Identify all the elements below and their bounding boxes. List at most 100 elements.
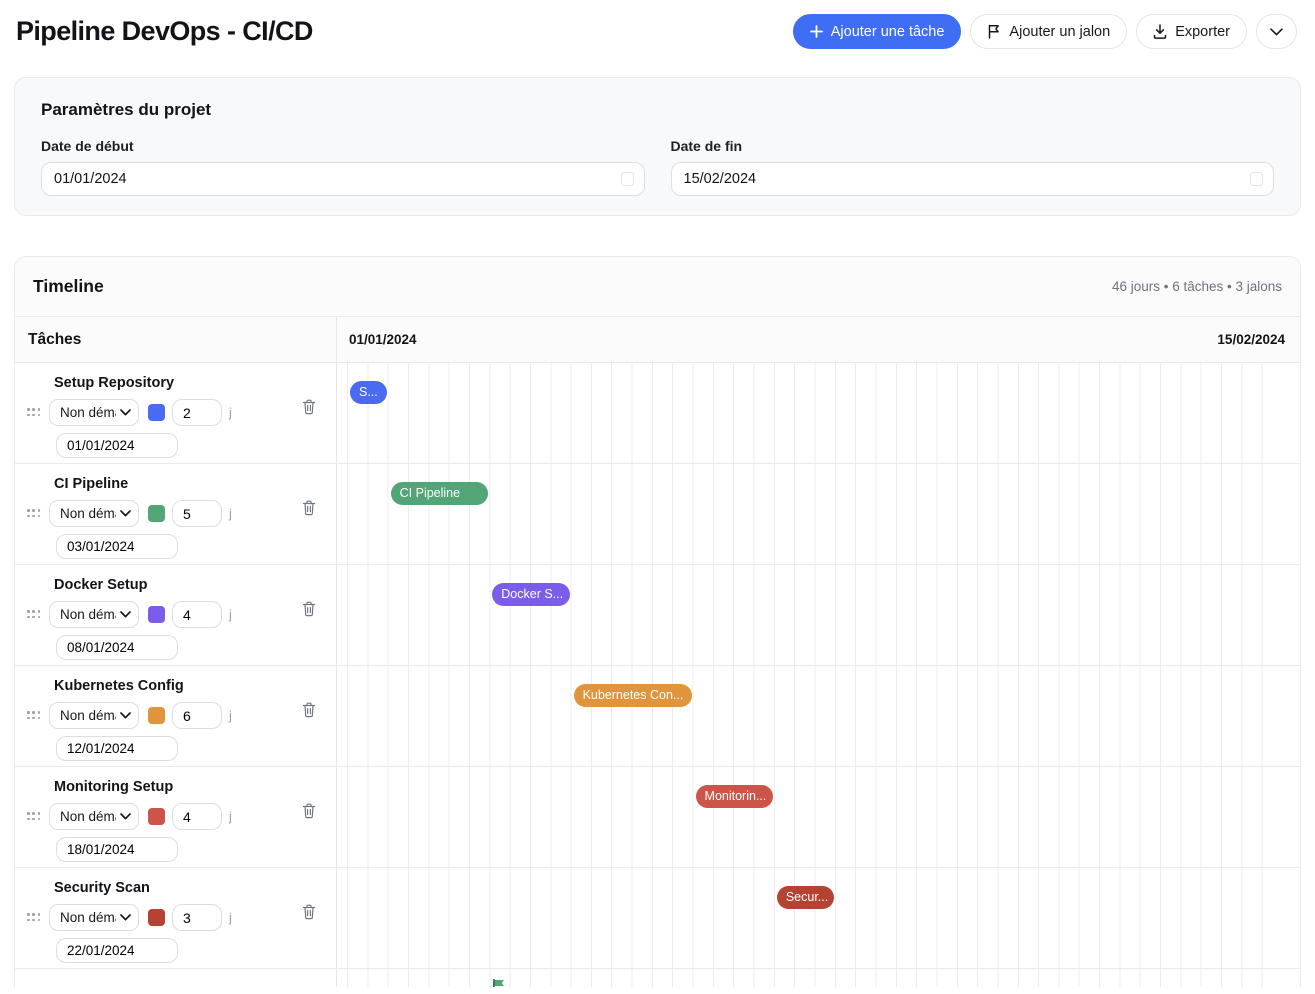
duration-input[interactable] — [172, 904, 222, 931]
plus-icon — [809, 25, 823, 38]
status-select-wrap: Non déma — [49, 904, 139, 931]
status-select-wrap: Non déma — [49, 803, 139, 830]
trash-icon — [302, 702, 316, 718]
gantt-cell: Kubernetes Con... — [337, 666, 1300, 766]
export-label: Exporter — [1175, 23, 1230, 40]
trash-icon — [302, 399, 316, 415]
duration-input[interactable] — [172, 803, 222, 830]
task-editor: Security Scan Non déma j — [15, 868, 337, 968]
start-date-field: Date de début 01/01/2024 — [41, 138, 645, 196]
status-select[interactable]: Non déma — [49, 601, 139, 628]
drag-handle[interactable] — [27, 812, 41, 821]
timeline-card: Timeline 46 jours • 6 tâches • 3 jalons … — [14, 256, 1301, 987]
add-milestone-label: Ajouter un jalon — [1009, 23, 1111, 40]
gantt-bar[interactable]: S... — [350, 381, 387, 404]
partial-row — [15, 969, 1300, 987]
end-date-label: Date de fin — [670, 138, 743, 154]
milestone-flag-icon[interactable] — [492, 979, 506, 987]
gantt-cell: CI Pipeline — [337, 464, 1300, 564]
timeline-header: Timeline 46 jours • 6 tâches • 3 jalons — [15, 257, 1300, 317]
duration-unit-label: j — [229, 910, 232, 925]
task-row: Docker Setup Non déma j Docker S... — [15, 565, 1300, 666]
calendar-icon — [1250, 172, 1263, 186]
color-swatch[interactable] — [148, 707, 165, 724]
task-name: Kubernetes Config — [54, 678, 184, 694]
flag-icon — [987, 24, 1001, 39]
task-name: Docker Setup — [54, 577, 148, 593]
timeline-title: Timeline — [33, 276, 104, 296]
color-swatch[interactable] — [148, 808, 165, 825]
export-button[interactable]: Exporter — [1136, 14, 1247, 49]
tasks-column-label: Tâches — [28, 330, 82, 348]
task-name: Monitoring Setup — [54, 779, 174, 795]
color-swatch[interactable] — [148, 909, 165, 926]
add-task-label: Ajouter une tâche — [830, 23, 945, 40]
delete-task-button[interactable] — [300, 700, 318, 723]
end-date-field: Date de fin 15/02/2024 — [670, 138, 1274, 196]
color-swatch[interactable] — [148, 505, 165, 522]
task-editor: Kubernetes Config Non déma j — [15, 666, 337, 766]
duration-input[interactable] — [172, 702, 222, 729]
task-row: CI Pipeline Non déma j CI Pipeline — [15, 464, 1300, 565]
status-select[interactable]: Non déma — [49, 500, 139, 527]
duration-unit-label: j — [229, 607, 232, 622]
task-row: Kubernetes Config Non déma j Kubernetes … — [15, 666, 1300, 767]
status-select-wrap: Non déma — [49, 601, 139, 628]
gantt-cell: Secur... — [337, 868, 1300, 968]
task-start-date-input[interactable] — [56, 736, 178, 761]
gantt-bar[interactable]: CI Pipeline — [390, 482, 489, 505]
project-end-date-input[interactable]: 15/02/2024 — [670, 162, 1274, 196]
task-row: Setup Repository Non déma j S... — [15, 363, 1300, 464]
gantt-grid: CI Pipeline — [347, 464, 1282, 564]
status-select[interactable]: Non déma — [49, 803, 139, 830]
gantt-grid: Secur... — [347, 868, 1282, 968]
duration-unit-label: j — [229, 809, 232, 824]
timeline-summary: 46 jours • 6 tâches • 3 jalons — [1111, 279, 1282, 294]
duration-unit-label: j — [229, 708, 232, 723]
end-date-value: 15/02/2024 — [683, 171, 757, 187]
task-start-date-input[interactable] — [56, 938, 178, 963]
status-select[interactable]: Non déma — [49, 904, 139, 931]
drag-handle[interactable] — [27, 913, 41, 922]
task-name: CI Pipeline — [54, 476, 129, 492]
drag-handle[interactable] — [27, 711, 41, 720]
calendar-icon — [620, 172, 634, 186]
drag-handle[interactable] — [27, 408, 41, 417]
delete-task-button[interactable] — [300, 902, 318, 925]
drag-handle[interactable] — [27, 610, 41, 619]
gantt-bar[interactable]: Monitorin... — [695, 785, 773, 808]
status-select[interactable]: Non déma — [49, 399, 139, 426]
collapse-menu-button[interactable] — [1256, 14, 1297, 49]
gantt-cell: Docker S... — [337, 565, 1300, 665]
task-start-date-input[interactable] — [56, 837, 178, 862]
add-milestone-button[interactable]: Ajouter un jalon — [970, 14, 1128, 49]
color-swatch[interactable] — [148, 606, 165, 623]
gantt-bar[interactable]: Secur... — [776, 886, 834, 909]
task-start-date-input[interactable] — [56, 534, 178, 559]
gantt-grid: Kubernetes Con... — [347, 666, 1282, 766]
delete-task-button[interactable] — [300, 599, 318, 622]
gantt-grid: S... — [347, 363, 1282, 463]
color-swatch[interactable] — [148, 404, 165, 421]
timeline-column-header: Tâches 01/01/2024 15/02/2024 — [15, 317, 1300, 363]
duration-unit-label: j — [229, 405, 232, 420]
task-row: Security Scan Non déma j Secur... — [15, 868, 1300, 969]
status-select[interactable]: Non déma — [49, 702, 139, 729]
timeline-range-end: 15/02/2024 — [1217, 332, 1285, 347]
gantt-cell: Monitorin... — [337, 767, 1300, 867]
delete-task-button[interactable] — [300, 498, 318, 521]
task-row: Monitoring Setup Non déma j Monitorin... — [15, 767, 1300, 868]
duration-input[interactable] — [172, 601, 222, 628]
duration-input[interactable] — [172, 500, 222, 527]
add-task-button[interactable]: Ajouter une tâche — [792, 14, 962, 49]
drag-handle[interactable] — [27, 509, 41, 518]
download-icon — [1153, 24, 1167, 39]
gantt-bar[interactable]: Kubernetes Con... — [573, 684, 692, 707]
delete-task-button[interactable] — [300, 801, 318, 824]
task-start-date-input[interactable] — [56, 635, 178, 660]
delete-task-button[interactable] — [300, 397, 318, 420]
project-start-date-input[interactable]: 01/01/2024 — [41, 162, 645, 196]
task-start-date-input[interactable] — [56, 433, 178, 458]
duration-input[interactable] — [172, 399, 222, 426]
gantt-bar[interactable]: Docker S... — [492, 583, 570, 606]
